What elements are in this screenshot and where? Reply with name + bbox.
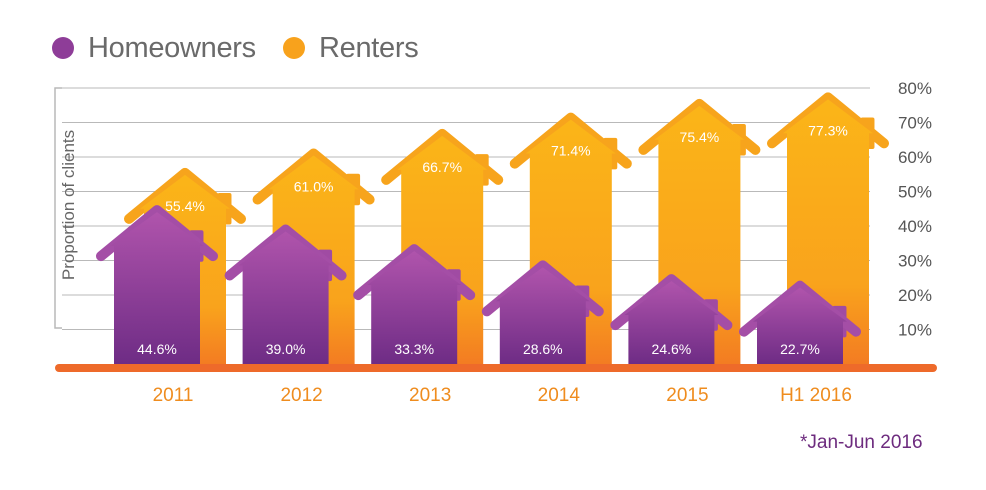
homeowners-data-label: 33.3% xyxy=(394,341,434,357)
y-axis-bracket xyxy=(54,87,62,329)
homeowners-data-label: 28.6% xyxy=(523,341,563,357)
y-tick-label: 70% xyxy=(898,114,932,133)
renters-data-label: 77.3% xyxy=(808,122,848,138)
legend-homeowners-label: Homeowners xyxy=(88,31,256,64)
renters-data-label: 66.7% xyxy=(422,159,462,175)
x-category-label: 2014 xyxy=(538,385,581,406)
x-category-label: 2012 xyxy=(280,385,322,406)
y-tick-label: 30% xyxy=(898,252,932,271)
homeowners-bar xyxy=(110,212,204,364)
legend-renters-label: Renters xyxy=(319,31,419,64)
y-tick-label: 20% xyxy=(898,286,932,305)
x-category-label: 2013 xyxy=(409,385,451,406)
y-tick-label: 80% xyxy=(898,79,932,98)
y-tick-label: 10% xyxy=(898,321,932,340)
y-axis-ticks: 10% 20% 30% 40% 50% 60% 70% 80% xyxy=(898,79,932,340)
legend-renters-dot xyxy=(283,37,305,59)
y-axis-label: Proportion of clients xyxy=(59,130,78,280)
x-category-label: 2015 xyxy=(666,385,708,406)
legend-homeowners-dot xyxy=(52,37,74,59)
y-tick-label: 40% xyxy=(898,217,932,236)
x-axis-categories: 2011 2012 2013 2014 2015 H1 2016 xyxy=(153,385,852,406)
renters-data-label: 71.4% xyxy=(551,143,591,159)
homeowners-bar xyxy=(624,281,719,364)
homeowners-data-label: 44.6% xyxy=(137,341,177,357)
homeowners-bar xyxy=(238,231,333,364)
homeowners-data-label: 22.7% xyxy=(780,341,820,357)
baseline xyxy=(55,364,937,372)
x-category-label: H1 2016 xyxy=(780,385,852,406)
homeowners-series xyxy=(96,205,861,364)
x-category-label: 2011 xyxy=(153,385,194,406)
renters-data-label: 55.4% xyxy=(165,198,205,214)
y-tick-label: 50% xyxy=(898,183,932,202)
renters-data-label: 75.4% xyxy=(680,129,720,145)
homeowners-data-label: 24.6% xyxy=(652,341,692,357)
homeowners-data-label: 39.0% xyxy=(266,341,306,357)
homeowners-bar xyxy=(495,267,590,364)
y-tick-label: 60% xyxy=(898,148,932,167)
footnote: *Jan-Jun 2016 xyxy=(800,432,923,453)
homeowners-bar xyxy=(367,251,462,364)
homeowners-bar xyxy=(753,287,847,364)
renters-data-label: 61.0% xyxy=(294,179,334,195)
legend-homeowners: Homeowners xyxy=(52,28,256,68)
data-labels: 55.4% 44.6% 61.0% 39.0% 66.7% 33.3% 71.4% 28.6%… xyxy=(137,122,848,357)
legend-renters: Renters xyxy=(283,28,419,68)
